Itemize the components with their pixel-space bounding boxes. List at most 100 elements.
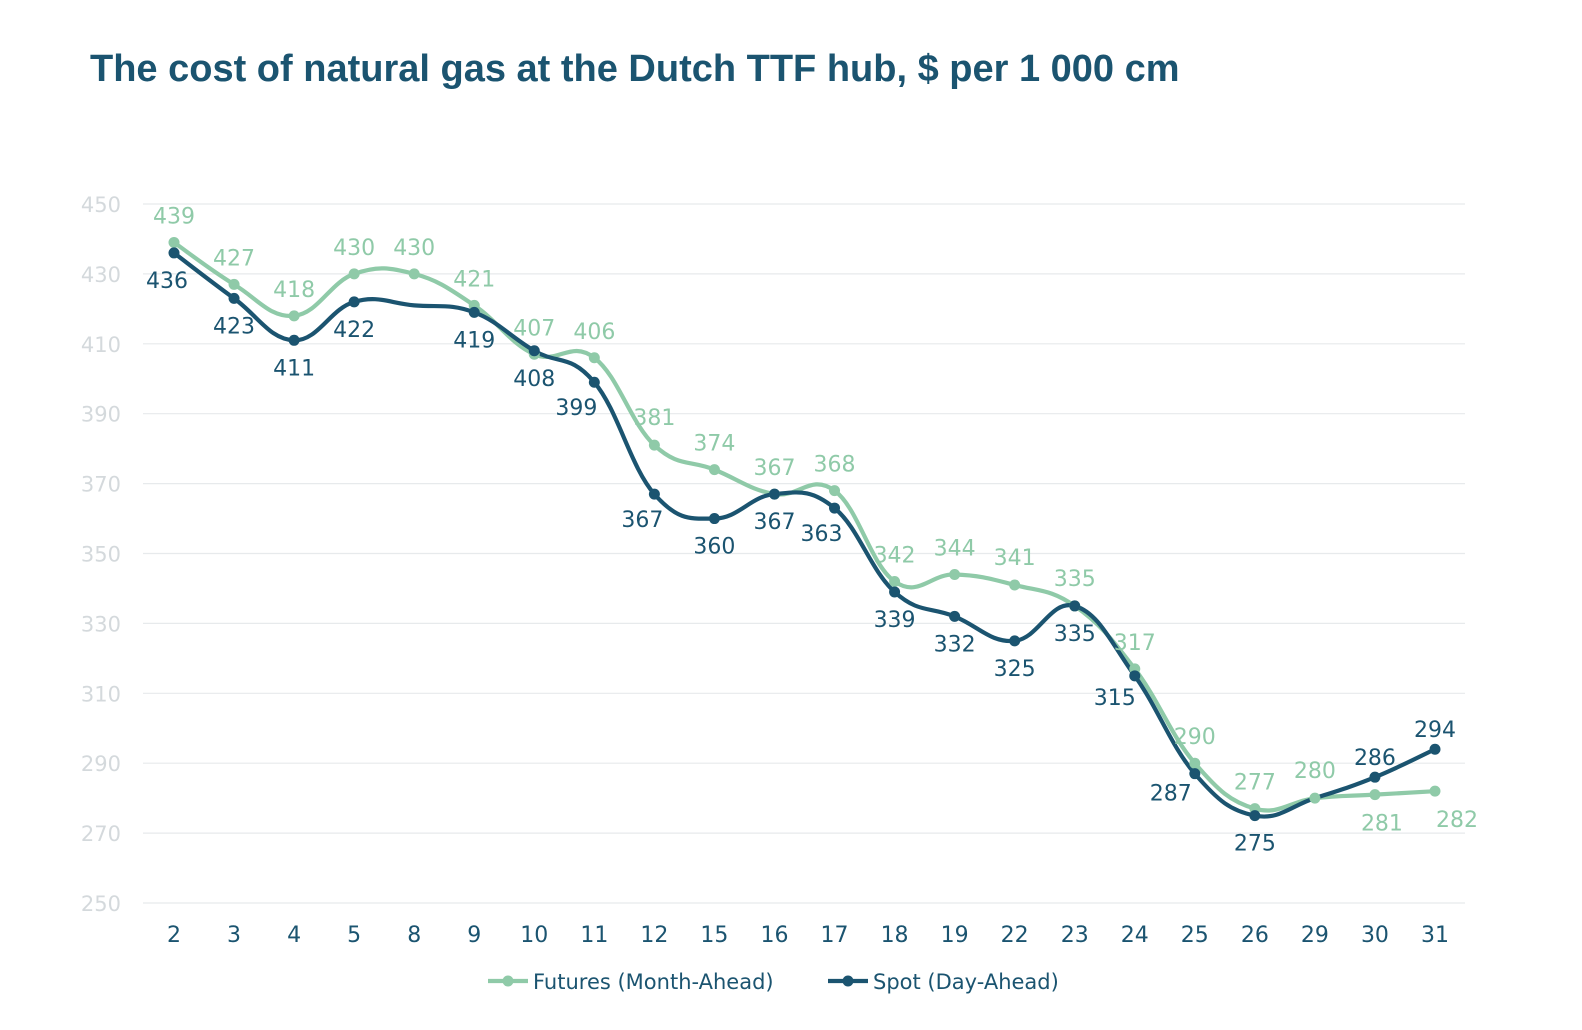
data-point-spot [949,610,961,622]
series-line-spot [171,250,1438,819]
data-point-futures [1009,579,1021,591]
data-point-futures [588,352,600,364]
y-tick-label: 250 [81,892,121,916]
data-label-futures: 427 [213,246,255,271]
data-point-spot [228,292,240,304]
y-axis: 250 270 290 310 330 350 370 390 410 430 450 [81,193,121,916]
data-label-spot: 419 [453,328,495,353]
data-point-spot [468,306,480,318]
data-point-spot [288,334,300,346]
data-label-spot: 411 [273,356,315,381]
x-tick-label: 5 [347,923,361,948]
data-point-futures [889,575,901,587]
data-label-futures: 367 [753,456,795,481]
legend-label-spot: Spot (Day-Ahead) [873,970,1059,994]
data-label-futures: 439 [153,204,195,229]
data-label-spot: 315 [1094,686,1136,711]
data-point-futures [1309,792,1321,804]
x-tick-label: 24 [1121,923,1149,948]
x-tick-label: 30 [1361,923,1389,948]
data-label-spot: 436 [146,269,188,294]
y-tick-label: 450 [81,193,121,217]
data-label-spot: 339 [874,608,916,633]
x-tick-label: 8 [407,923,421,948]
x-tick-label: 23 [1061,923,1089,948]
data-label-futures: 430 [393,236,435,261]
data-label-spot: 325 [994,657,1036,682]
data-point-spot [1129,670,1141,682]
chart-title: The cost of natural gas at the Dutch TTF… [90,48,1180,90]
data-label-spot: 367 [753,510,795,535]
data-label-futures: 407 [513,316,555,341]
data-point-spot [348,296,360,308]
legend: Futures (Month-Ahead) Spot (Day-Ahead) [488,970,1059,994]
data-point-spot [1189,768,1201,780]
data-label-futures: 406 [573,320,615,345]
y-tick-label: 370 [81,473,121,497]
x-tick-label: 31 [1421,923,1449,948]
data-point-spot [648,488,660,500]
data-label-futures: 381 [633,406,675,431]
data-point-spot [829,502,841,514]
y-tick-label: 310 [81,682,121,706]
data-point-spot [1009,635,1021,647]
data-point-spot [1069,600,1081,612]
x-tick-label: 12 [640,923,668,948]
data-label-futures: 374 [693,432,735,457]
data-label-spot: 367 [621,508,663,533]
data-label-spot: 275 [1234,832,1276,857]
data-point-futures [288,310,300,322]
x-tick-label: 4 [287,923,301,948]
data-point-futures [1429,785,1441,797]
x-tick-label: 17 [821,923,849,948]
x-tick-label: 9 [467,923,481,948]
data-label-spot: 332 [934,632,976,657]
x-tick-label: 22 [1001,923,1029,948]
data-point-spot [168,247,180,259]
data-label-futures: 277 [1234,771,1276,796]
data-label-futures: 280 [1294,759,1336,784]
data-point-spot [588,376,600,388]
data-point-futures [348,268,360,280]
series-line-futures [171,240,1438,813]
y-tick-label: 390 [81,403,121,427]
data-label-futures: 344 [934,536,976,561]
legend-marker-spot [842,975,854,987]
data-label-futures: 430 [333,236,375,261]
y-tick-label: 350 [81,543,121,567]
data-point-futures [708,464,720,476]
x-tick-label: 18 [881,923,909,948]
data-label-futures: 341 [994,546,1036,571]
data-label-spot: 363 [801,522,843,547]
data-point-spot [768,488,780,500]
data-label-spot: 335 [1054,622,1096,647]
legend-marker-futures [502,975,514,987]
data-label-futures: 335 [1054,567,1096,592]
data-point-futures [1369,789,1381,801]
data-label-spot: 286 [1354,746,1396,771]
data-label-spot: 360 [693,535,735,560]
x-tick-label: 19 [941,923,969,948]
legend-label-futures: Futures (Month-Ahead) [533,970,774,994]
series-points [168,236,1441,822]
data-point-futures [1189,757,1201,769]
y-tick-label: 290 [81,752,121,776]
data-label-spot: 423 [213,314,255,339]
data-point-futures [829,485,841,497]
y-tick-label: 410 [81,333,121,357]
data-label-futures: 421 [453,267,495,292]
x-tick-label: 29 [1301,923,1329,948]
data-point-spot [1369,771,1381,783]
data-point-spot [1249,810,1261,822]
data-label-spot: 422 [333,318,375,343]
data-point-futures [168,236,180,248]
data-point-spot [528,345,540,357]
gridlines [143,203,1465,904]
y-tick-label: 270 [81,822,121,846]
x-tick-label: 10 [520,923,548,948]
data-point-spot [889,586,901,598]
data-label-futures: 290 [1174,725,1216,750]
data-label-futures: 342 [874,543,916,568]
x-tick-label: 25 [1181,923,1209,948]
